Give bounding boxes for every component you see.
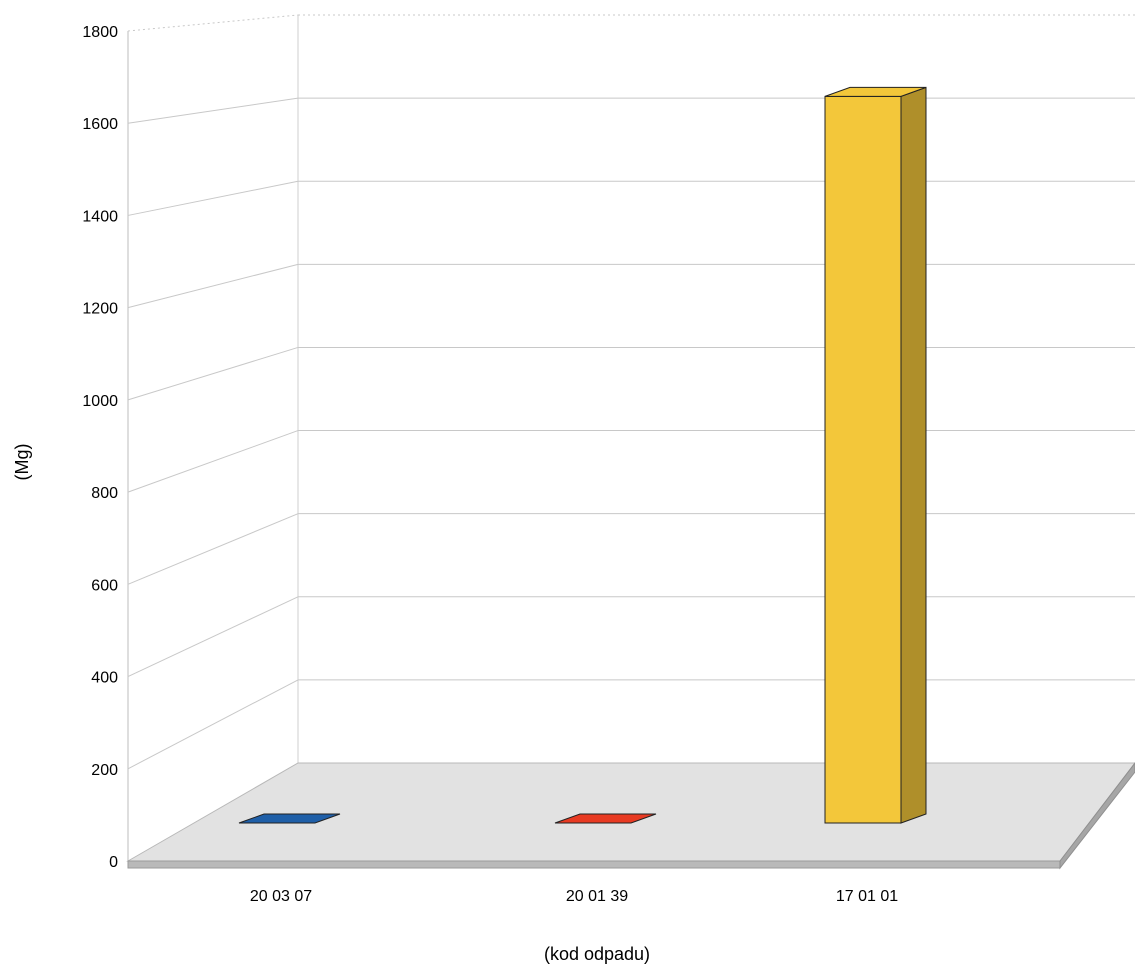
bars: [238, 86, 927, 824]
gridline-side: [127, 97, 299, 124]
gridline-side: [127, 679, 299, 770]
y-tick-label: 1200: [82, 301, 118, 318]
bar-17-01-01: [824, 86, 927, 824]
y-tick-label: 800: [91, 485, 118, 502]
x-tick-label: 20 01 39: [566, 888, 628, 905]
gridline-side: [127, 430, 299, 493]
y-tick-label: 0: [109, 854, 118, 871]
back-wall: [298, 15, 1135, 763]
y-tick-label: 1600: [82, 116, 118, 133]
gridline-side: [127, 346, 299, 401]
side-wall: [128, 15, 298, 861]
y-tick-labels: 0 200 400 600 800 1000 1200 1400 1600 1800: [82, 24, 118, 871]
bar-top: [238, 813, 341, 824]
gridline-side: [127, 180, 299, 216]
y-tick-label: 600: [91, 577, 118, 594]
x-tick-labels: 20 03 07 20 01 39 17 01 01: [250, 888, 898, 905]
floor-side: [1059, 762, 1135, 870]
chart-walls: [127, 15, 1135, 861]
gridline-side: [127, 263, 299, 309]
x-tick-label: 20 03 07: [250, 888, 312, 905]
floor-top: [126, 762, 1135, 862]
bar-20-03-07: [238, 813, 341, 824]
bar-top: [554, 813, 657, 824]
bar-top: [824, 86, 927, 97]
y-tick-label: 1000: [82, 393, 118, 410]
x-tick-label: 17 01 01: [836, 888, 898, 905]
bar-side: [900, 86, 927, 824]
bar-front: [824, 95, 902, 824]
y-tick-label: 1400: [82, 208, 118, 225]
gridline-side: [127, 14, 299, 32]
y-axis-label: (Mg): [12, 444, 32, 481]
gridline-side: [127, 513, 299, 585]
bar-20-01-39: [554, 813, 657, 824]
gridline-side: [127, 596, 299, 678]
x-axis-label: (kod odpadu): [544, 944, 650, 964]
y-tick-label: 400: [91, 670, 118, 687]
gridlines: [127, 14, 1135, 770]
y-tick-label: 1800: [82, 24, 118, 41]
y-tick-label: 200: [91, 762, 118, 779]
floor-front: [127, 860, 1061, 869]
